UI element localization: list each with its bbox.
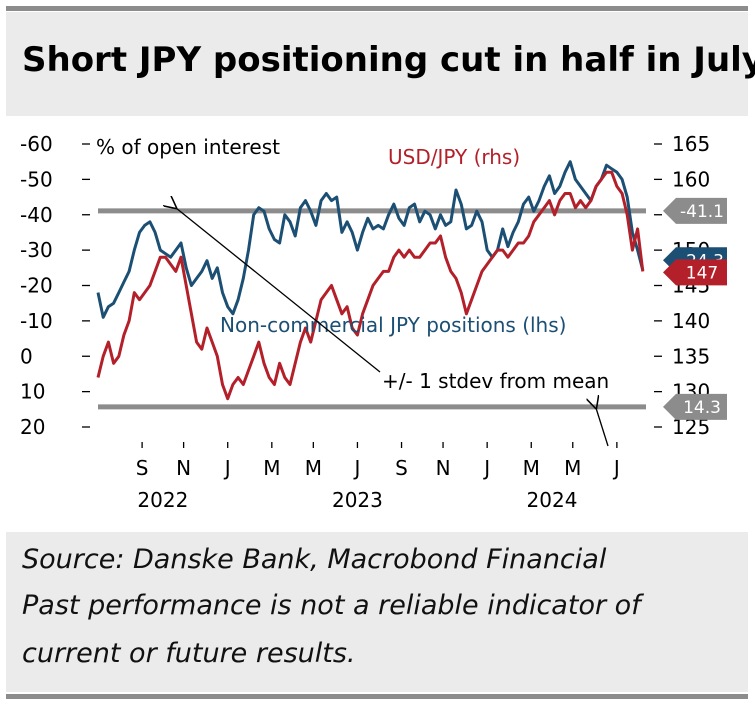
x-month-label: N (176, 456, 191, 480)
lower-band-tag-text: 14.3 (683, 398, 721, 418)
x-month-label: J (223, 456, 231, 480)
chart-plot: -60-50-40-30-20-100102016516015515014514… (20, 132, 727, 512)
left-axis-title: % of open interest (96, 135, 280, 159)
left-tick-label: -50 (20, 167, 53, 191)
left-tick-label: 20 (20, 415, 45, 439)
disclaimer-line-1: Past performance is not a reliable indic… (22, 590, 641, 621)
usdjpy-series-line (96, 170, 645, 401)
usdjpy-end-tag: 147 (663, 259, 727, 286)
x-year-label: 2024 (527, 488, 578, 512)
left-tick-label: -30 (20, 238, 53, 262)
usdjpy-series-label: USD/JPY (rhs) (388, 145, 520, 169)
source-band (6, 532, 748, 692)
left-tick-label: 10 (20, 380, 45, 404)
right-tick-label: 135 (672, 344, 710, 368)
left-tick-label: -20 (20, 274, 53, 298)
right-tick-label: 160 (672, 167, 710, 191)
x-month-label: M (263, 456, 280, 480)
usdjpy-end-tag-shape (663, 259, 727, 286)
x-month-label: M (564, 456, 581, 480)
x-month-label: J (482, 456, 490, 480)
positions-series-label: Non-commercial JPY positions (lhs) (220, 313, 566, 337)
left-tick-label: -10 (20, 309, 53, 333)
positions-series-line (96, 160, 645, 319)
x-month-label: J (352, 456, 360, 480)
x-month-label: J (612, 456, 620, 480)
upper-band-tag-text: -41.1 (680, 202, 724, 222)
usdjpy-end-tag-text: 147 (686, 263, 718, 283)
upper-band-arrow (176, 208, 381, 373)
bottom-rule (6, 694, 748, 699)
x-month-label: S (136, 456, 149, 480)
upper-band-tag: -41.1 (663, 197, 727, 224)
x-month-label: N (436, 456, 451, 480)
left-tick-label: -60 (20, 132, 53, 156)
x-month-label: M (523, 456, 540, 480)
right-tick-label: 165 (672, 132, 710, 156)
stdev-annotation-label: +/- 1 stdev from mean (382, 369, 609, 393)
left-tick-label: -40 (20, 203, 53, 227)
chart-title: Short JPY positioning cut in half in Jul… (22, 40, 755, 80)
title-band (6, 12, 748, 116)
left-tick-label: 0 (20, 344, 33, 368)
source-text: Source: Danske Bank, Macrobond Financial (22, 544, 607, 575)
top-rule (6, 6, 748, 11)
x-month-label: M (305, 456, 322, 480)
x-month-label: S (395, 456, 408, 480)
x-year-label: 2023 (332, 488, 383, 512)
right-tick-label: 140 (672, 309, 710, 333)
lower-band-tag: 14.3 (663, 393, 727, 420)
upper-band-tag-shape (663, 197, 727, 224)
lower-band-arrow (596, 408, 609, 447)
x-year-label: 2022 (137, 488, 188, 512)
lower-band-tag-shape (663, 393, 727, 420)
disclaimer-line-2: current or future results. (22, 638, 356, 669)
